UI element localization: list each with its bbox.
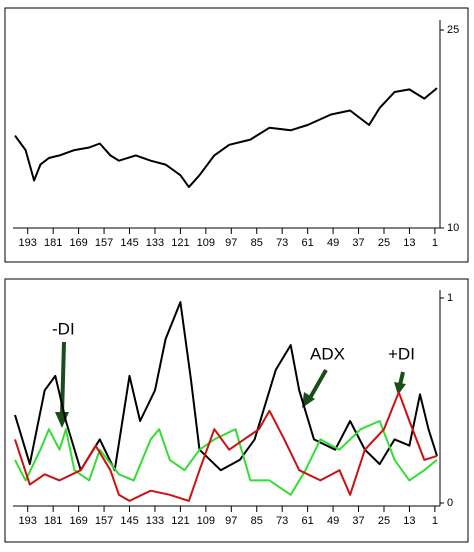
x-tick-label: 181 — [44, 515, 62, 527]
x-tick-label: 109 — [197, 237, 215, 249]
arrows — [60, 341, 405, 416]
x-tick-label: 73 — [276, 515, 288, 527]
x-tick-label: 145 — [120, 515, 138, 527]
x-tick-label: 37 — [352, 237, 364, 249]
top-panel-frame — [4, 7, 469, 263]
x-tick-label: 1 — [432, 515, 438, 527]
x-tick-label: 169 — [69, 515, 87, 527]
x-tick-label: 109 — [197, 515, 215, 527]
series-line — [14, 391, 438, 502]
x-tick-label: 25 — [378, 515, 390, 527]
y-tick-label: 1 — [447, 292, 453, 304]
annotation: -DI — [52, 319, 75, 338]
x-tick-label: 157 — [95, 515, 113, 527]
series-line — [14, 87, 438, 189]
x-tick-label: 193 — [19, 515, 37, 527]
x-tick-label: 169 — [69, 237, 87, 249]
x-tick-label: 13 — [403, 237, 415, 249]
x-tick-label: 121 — [171, 237, 189, 249]
arrow-head — [302, 392, 315, 408]
x-tick-label: 1 — [432, 237, 438, 249]
x-tick-label: 133 — [146, 515, 164, 527]
x-tick-label: 49 — [327, 237, 339, 249]
arrow-shaft — [398, 371, 405, 386]
arrow-heads — [55, 382, 406, 428]
annotation: ADX — [310, 344, 345, 363]
series-line — [14, 420, 438, 496]
x-tick-label: 49 — [327, 515, 339, 527]
x-tick-label: 85 — [251, 237, 263, 249]
x-tick-label: 145 — [120, 237, 138, 249]
x-tick-label: 157 — [95, 237, 113, 249]
x-tick-label: 121 — [171, 515, 189, 527]
x-tick-label: 61 — [302, 237, 314, 249]
x-tick-label: 181 — [44, 237, 62, 249]
x-tick-label: 61 — [302, 515, 314, 527]
x-tick-label: 85 — [251, 515, 263, 527]
x-tick-label: 97 — [225, 515, 237, 527]
arrow-shaft — [308, 369, 328, 399]
y-tick-label: 25 — [447, 24, 459, 36]
x-tick-label: 37 — [352, 515, 364, 527]
annotation: +DI — [388, 344, 415, 363]
x-tick-label: 193 — [19, 237, 37, 249]
y-tick-label: 0 — [447, 497, 453, 509]
x-tick-label: 73 — [276, 237, 288, 249]
x-tick-label: 25 — [378, 237, 390, 249]
arrow-head — [394, 382, 406, 395]
y-tick-label: 10 — [447, 222, 459, 234]
bottom-panel-frame — [4, 278, 469, 543]
x-tick-label: 97 — [225, 237, 237, 249]
x-tick-label: 133 — [146, 237, 164, 249]
x-tick-label: 13 — [403, 515, 415, 527]
